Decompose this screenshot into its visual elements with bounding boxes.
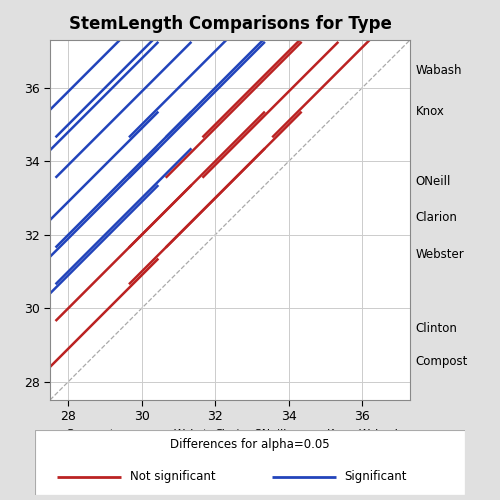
Text: Significant: Significant [344, 470, 407, 484]
Text: Compost: Compost [66, 429, 115, 439]
Text: Knox: Knox [326, 429, 354, 439]
Text: Wabash: Wabash [358, 429, 403, 439]
Text: ONeill: ONeill [254, 429, 287, 439]
Text: Not significant: Not significant [130, 470, 215, 484]
Text: Webster: Webster [174, 429, 220, 439]
Title: StemLength Comparisons for Type: StemLength Comparisons for Type [68, 15, 392, 33]
Text: Clarion: Clarion [214, 429, 254, 439]
Text: Differences for alpha=0.05: Differences for alpha=0.05 [170, 438, 330, 451]
Text: Clinton: Clinton [104, 454, 143, 464]
